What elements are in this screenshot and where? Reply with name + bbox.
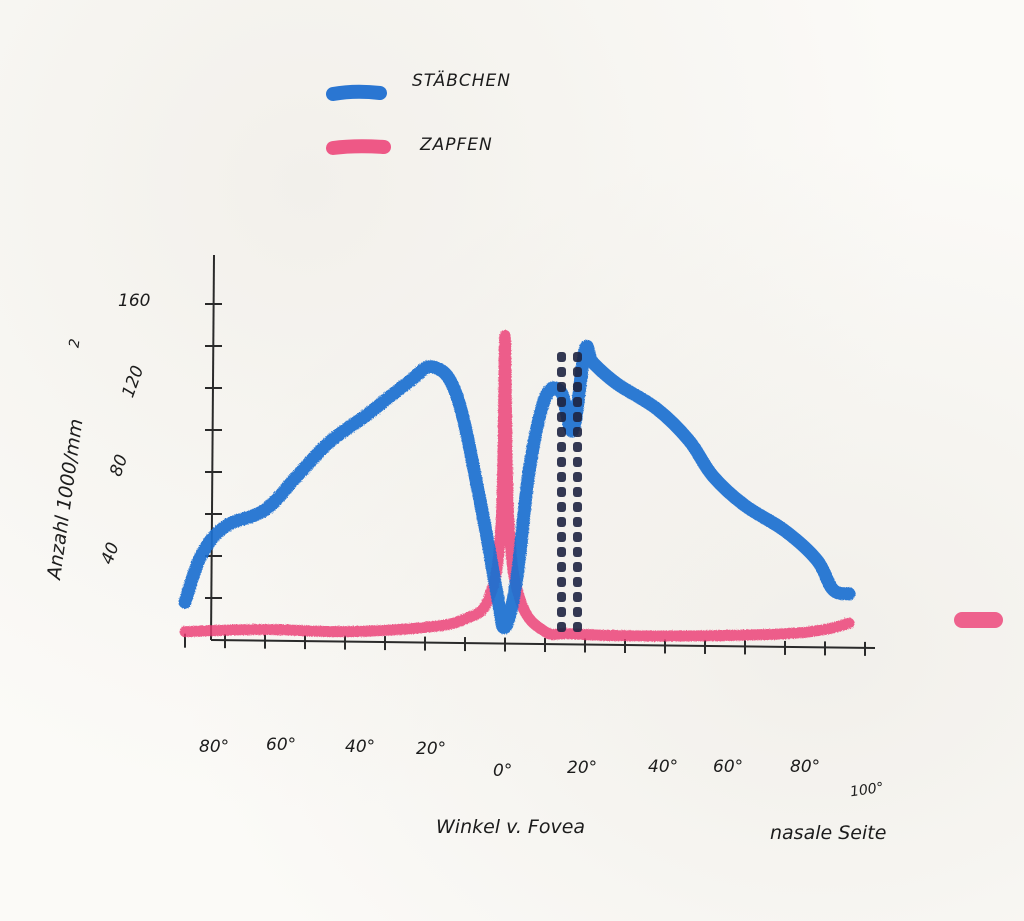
- x-tick-label: 20°: [416, 739, 446, 759]
- band-dot: [573, 442, 582, 452]
- band-dot: [573, 472, 582, 482]
- x-axis-ticks: [184, 633, 866, 656]
- band-dot: [573, 487, 582, 497]
- x-tick-label: 60°: [713, 757, 743, 777]
- band-dot: [557, 352, 566, 362]
- x-tick-label: 40°: [345, 737, 375, 757]
- band-dot: [573, 532, 582, 542]
- legend: STÄBCHEN ZAPFEN: [326, 70, 511, 155]
- band-dot: [557, 382, 566, 392]
- band-dot: [573, 457, 582, 467]
- band-dot: [557, 412, 566, 422]
- band-dot: [573, 412, 582, 422]
- series-line: [179, 330, 855, 642]
- band-dot: [557, 607, 566, 617]
- band-dot: [573, 607, 582, 617]
- band-dot: [573, 397, 582, 407]
- legend-label-cones: ZAPFEN: [419, 135, 493, 155]
- y-tick-label: 80: [106, 452, 132, 479]
- band-dot: [557, 397, 566, 407]
- band-dot: [557, 577, 566, 587]
- band-dot: [557, 487, 566, 497]
- x-tick-label: 100°: [849, 780, 885, 801]
- x-tick-labels: 80° 60° 40° 20° 0° 20° 40° 60° 80° 100°: [199, 735, 885, 800]
- band-dot: [557, 502, 566, 512]
- y-axis-ticks: [205, 303, 222, 599]
- band-dot: [557, 472, 566, 482]
- x-tick-label: 80°: [199, 737, 229, 757]
- band-dot: [557, 622, 566, 632]
- x-tick-label: 0°: [493, 761, 512, 781]
- y-tick-label: 120: [118, 363, 148, 400]
- legend-swatch-cones: [326, 139, 391, 155]
- x-tick-label: 60°: [266, 735, 296, 755]
- y-axis-label-superscript: 2: [67, 338, 84, 349]
- band-dot: [573, 622, 582, 632]
- band-dot: [557, 547, 566, 557]
- x-tick-label: 80°: [790, 757, 820, 777]
- band-dot: [557, 532, 566, 542]
- y-tick-labels: 160 120 80 40: [97, 291, 150, 567]
- legend-label-rods: STÄBCHEN: [412, 70, 511, 91]
- x-axis-label: Winkel v. Fovea: [436, 816, 585, 838]
- y-axis-line: [210, 254, 215, 641]
- band-dot: [573, 517, 582, 527]
- x-tick-label: 20°: [567, 758, 597, 778]
- series-line: [178, 339, 856, 635]
- legend-swatch-rods: [326, 84, 387, 101]
- y-axis-label: Anzahl 1000/mm 2: [43, 338, 88, 583]
- band-dot: [573, 352, 582, 362]
- band-dot: [573, 577, 582, 587]
- dotted-band-annotation: [557, 352, 582, 632]
- y-tick-label: 160: [118, 291, 150, 311]
- series-cones: [179, 330, 855, 642]
- series-rods: [178, 339, 856, 635]
- band-dot: [557, 562, 566, 572]
- plot-area: [178, 330, 856, 642]
- band-dot: [557, 457, 566, 467]
- band-dot: [573, 562, 582, 572]
- band-dot: [573, 382, 582, 392]
- band-dot: [573, 427, 582, 437]
- band-dot: [573, 502, 582, 512]
- band-dot: [557, 367, 566, 377]
- band-dot: [573, 592, 582, 602]
- band-dot: [557, 592, 566, 602]
- band-dot: [557, 427, 566, 437]
- band-dot: [573, 547, 582, 557]
- axes: [210, 254, 876, 649]
- y-tick-label: 40: [97, 540, 123, 567]
- band-dot: [573, 367, 582, 377]
- band-dot: [557, 517, 566, 527]
- band-dot: [557, 442, 566, 452]
- x-axis-line: [210, 639, 876, 649]
- y-axis-label-text: Anzahl 1000/mm: [43, 417, 88, 582]
- x-axis-side-label: nasale Seite: [770, 822, 886, 844]
- x-tick-label: 40°: [648, 757, 678, 777]
